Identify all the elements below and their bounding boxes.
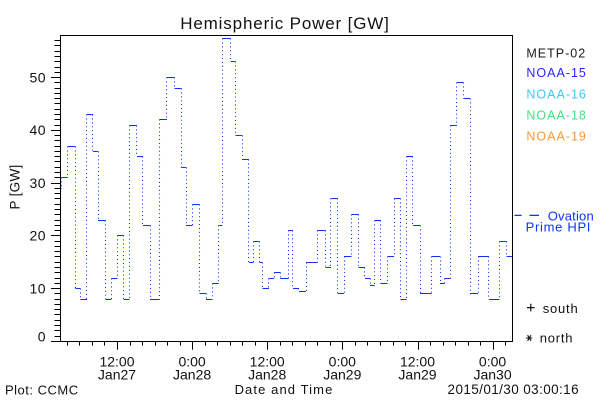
svg-text:Jan29: Jan29	[398, 367, 436, 383]
svg-text:12:00: 12:00	[400, 354, 435, 370]
svg-text:30: 30	[30, 175, 46, 191]
svg-text:Ovation: Ovation	[548, 208, 594, 223]
svg-text:0:00: 0:00	[479, 354, 506, 370]
svg-text:NOAA-19: NOAA-19	[526, 130, 587, 144]
svg-text:Plot: CCMC: Plot: CCMC	[5, 383, 79, 398]
svg-text:12:00: 12:00	[99, 354, 134, 370]
svg-text:Date and Time: Date and Time	[235, 382, 334, 397]
svg-text:0:00: 0:00	[178, 354, 205, 370]
svg-text:40: 40	[30, 122, 46, 138]
svg-text:20: 20	[30, 228, 46, 244]
svg-text:Prime HPI: Prime HPI	[526, 219, 592, 234]
svg-text:METP-02: METP-02	[526, 47, 586, 61]
svg-text:10: 10	[30, 280, 46, 296]
svg-text:Jan29: Jan29	[323, 367, 361, 383]
svg-text:0: 0	[38, 329, 46, 345]
svg-text:north: north	[540, 331, 574, 346]
svg-text:Jan27: Jan27	[98, 367, 136, 383]
svg-text:south: south	[543, 301, 579, 316]
svg-text:P [GW]: P [GW]	[8, 164, 23, 209]
svg-text:Jan28: Jan28	[248, 367, 286, 383]
svg-text:NOAA-16: NOAA-16	[526, 87, 587, 101]
svg-text:Jan28: Jan28	[173, 367, 211, 383]
svg-text:Jan30: Jan30	[473, 367, 511, 383]
svg-text:12:00: 12:00	[250, 354, 285, 370]
svg-text:Hemispheric Power [GW]: Hemispheric Power [GW]	[180, 14, 390, 33]
svg-text:NOAA-15: NOAA-15	[526, 66, 587, 80]
svg-text:NOAA-18: NOAA-18	[526, 108, 587, 122]
svg-text:0:00: 0:00	[329, 354, 356, 370]
svg-text:50: 50	[30, 69, 46, 85]
svg-text:2015/01/30 03:00:16: 2015/01/30 03:00:16	[448, 382, 579, 397]
